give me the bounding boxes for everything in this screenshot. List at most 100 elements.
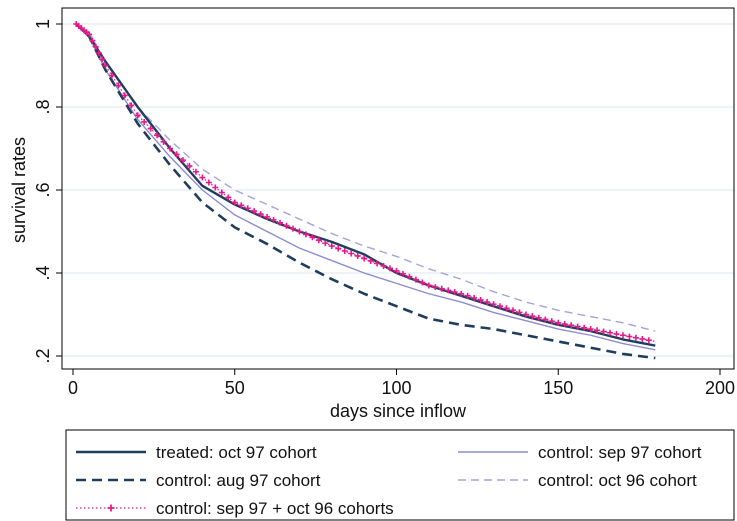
series-marker (231, 199, 238, 206)
series-marker (613, 331, 620, 338)
series-marker (244, 205, 251, 212)
series-marker (594, 327, 601, 334)
series-marker (399, 270, 406, 277)
series-marker (367, 257, 374, 264)
series-marker (128, 102, 135, 109)
y-tick-label: .2 (33, 348, 53, 363)
x-tick-label: 200 (705, 378, 735, 398)
y-axis: .2 .4 .6 .8 1 (33, 19, 62, 364)
series-marker (328, 243, 335, 250)
series-marker (477, 296, 484, 303)
series-marker (179, 157, 186, 164)
series-marker (581, 324, 588, 331)
series-marker (270, 216, 277, 223)
x-axis-label: days since inflow (330, 401, 467, 421)
series-marker (205, 179, 212, 186)
series-marker (296, 228, 303, 235)
series-marker (432, 284, 439, 291)
series-marker (361, 255, 368, 262)
series-marker (509, 307, 516, 314)
plot-frame (61, 7, 735, 370)
series-marker (619, 332, 626, 339)
series-line-3 (75, 23, 656, 351)
series-marker (160, 138, 167, 145)
series-marker (186, 162, 193, 169)
series-marker (335, 245, 342, 252)
x-axis: 0 50 100 150 200 (68, 369, 735, 398)
series-marker (218, 189, 225, 196)
x-tick-label: 100 (381, 378, 411, 398)
series-marker (102, 62, 109, 69)
series-marker (86, 31, 93, 38)
series-marker (264, 213, 271, 220)
y-tick-label: .6 (33, 182, 53, 197)
legend-box (65, 429, 735, 521)
series-marker (464, 292, 471, 299)
series-marker (121, 92, 128, 99)
series-marker (555, 319, 562, 326)
series-marker (289, 225, 296, 232)
series-marker (497, 303, 504, 310)
series-marker (529, 313, 536, 320)
y-axis-label: survival rates (9, 137, 29, 243)
series-line-0 (75, 23, 656, 347)
series-line-1 (75, 23, 656, 360)
y-tick-label: .8 (33, 99, 53, 114)
series-marker (108, 72, 115, 79)
series-marker (341, 248, 348, 255)
series-line-4 (75, 23, 656, 332)
series-marker (380, 262, 387, 269)
series-marker (451, 289, 458, 296)
series-marker (141, 118, 148, 125)
series-marker (257, 211, 264, 218)
series-marker (212, 184, 219, 191)
series-marker (302, 231, 309, 238)
legend-label: control: sep 97 + oct 96 cohorts (156, 499, 394, 518)
legend-label: control: aug 97 cohort (156, 471, 321, 490)
series-marker (199, 174, 206, 181)
series-marker (626, 333, 633, 340)
series-marker (503, 305, 510, 312)
series-marker (535, 314, 542, 321)
series-marker (387, 265, 394, 272)
series-marker (92, 43, 99, 50)
series-marker (154, 132, 161, 139)
series-marker (587, 326, 594, 333)
series-marker (406, 273, 413, 280)
series-marker (645, 337, 652, 344)
series-marker (548, 318, 555, 325)
legend-label: treated: oct 97 cohort (156, 443, 317, 462)
series-marker (458, 290, 465, 297)
series-marker (438, 285, 445, 292)
series-marker (95, 50, 102, 57)
series-marker (490, 301, 497, 308)
series-marker (561, 321, 568, 328)
series-marker (471, 294, 478, 301)
series-marker (445, 287, 452, 294)
series-marker (283, 222, 290, 229)
series-marker (348, 250, 355, 257)
series-marker (251, 208, 258, 215)
series-marker (374, 260, 381, 267)
series-marker (393, 267, 400, 274)
series-marker (167, 145, 174, 152)
gridlines (62, 23, 734, 357)
series-marker (134, 112, 141, 119)
series-marker (89, 37, 96, 44)
series-marker (639, 335, 646, 342)
series-marker (354, 252, 361, 259)
series-marker (412, 276, 419, 283)
series-layer (73, 21, 656, 360)
x-tick-label: 50 (225, 378, 245, 398)
series-marker (315, 237, 322, 244)
series-marker (484, 299, 491, 306)
legend-label: control: oct 96 cohort (538, 471, 697, 490)
series-marker (607, 329, 614, 336)
legend: treated: oct 97 cohort control: sep 97 co… (76, 443, 702, 518)
y-tick-label: .4 (33, 265, 53, 280)
series-marker (632, 334, 639, 341)
series-marker (419, 279, 426, 286)
series-marker (192, 168, 199, 175)
series-marker (425, 282, 432, 289)
